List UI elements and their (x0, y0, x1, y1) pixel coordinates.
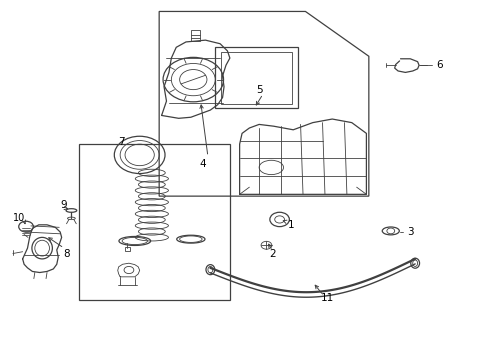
Text: 8: 8 (63, 248, 70, 258)
Bar (124, 247, 130, 251)
Text: 11: 11 (320, 293, 333, 303)
Text: 9: 9 (61, 200, 67, 210)
Text: 7: 7 (118, 138, 124, 147)
Text: 1: 1 (287, 220, 294, 230)
Bar (79, 144, 229, 300)
Text: 5: 5 (255, 85, 262, 95)
Text: 2: 2 (269, 248, 276, 258)
Text: 4: 4 (199, 159, 206, 169)
Bar (190, 30, 199, 41)
Text: 3: 3 (406, 227, 413, 237)
Text: 10: 10 (13, 213, 25, 222)
Text: 6: 6 (435, 60, 442, 70)
